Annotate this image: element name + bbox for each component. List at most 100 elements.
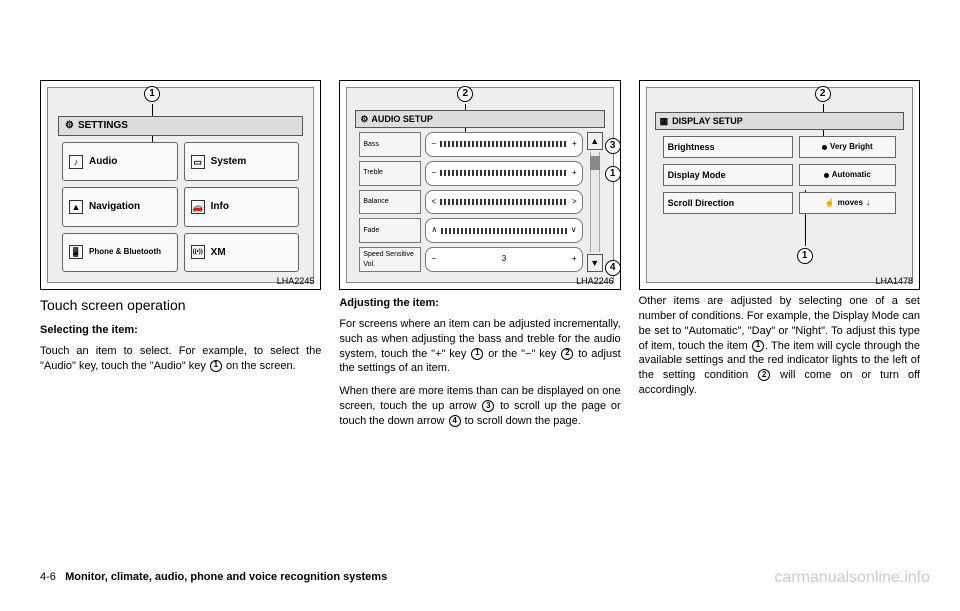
audio-rows: Bass−+ Treble−+ Balance<> Fade∧∨ Speed S… xyxy=(359,132,582,272)
sub-selecting: Selecting the item: xyxy=(40,323,321,338)
figure-settings-screen: 1 ⚙ SETTINGS ♪ Audio ▭ System ▲ Navigation … xyxy=(47,87,314,283)
figure-display: 2 1 ▦ DISPLAY SETUP Brightness Very Brig… xyxy=(639,80,920,290)
bar xyxy=(441,228,567,234)
xm-button[interactable]: ((•)) XM xyxy=(184,233,300,272)
phone-button[interactable]: 📱Phone & Bluetooth xyxy=(62,233,178,272)
settings-title: SETTINGS xyxy=(78,119,128,133)
column-1: 1 ⚙ SETTINGS ♪ Audio ▭ System ▲ Navigation … xyxy=(40,80,321,437)
balance-label: Balance xyxy=(359,190,421,215)
bass-slider[interactable]: −+ xyxy=(425,132,582,157)
para-selecting: Touch an item to select. For example, to… xyxy=(40,344,321,374)
plus-icon: + xyxy=(572,139,577,150)
figure-code-2: LHA2246 xyxy=(576,275,614,287)
scroll-track[interactable] xyxy=(590,152,600,252)
treble-slider[interactable]: −+ xyxy=(425,161,582,186)
down-arrow-icon: ↓ xyxy=(866,198,870,209)
xm-label: XM xyxy=(211,246,226,260)
note-icon: ♪ xyxy=(69,155,83,169)
display-title-bar: ▦ DISPLAY SETUP xyxy=(655,112,904,130)
mode-value[interactable]: Automatic xyxy=(799,164,896,186)
gear-icon-2: ⚙ xyxy=(360,113,368,125)
figure-audio-screen: 2 3 1 4 ⚙ AUDIO SETUP Bass−+ Treble−+ Ba… xyxy=(346,87,613,283)
settings-grid: ♪ Audio ▭ System ▲ Navigation 🚗Info 📱Phone … xyxy=(62,142,299,272)
ref-1: 1 xyxy=(210,360,222,372)
gear-icon: ⚙ xyxy=(65,119,74,133)
para-display: Other items are adjusted by selecting on… xyxy=(639,294,920,398)
ref-2b: 2 xyxy=(758,369,770,381)
row-bass: Bass−+ xyxy=(359,132,582,157)
info-label: Info xyxy=(211,200,229,214)
audio-label: Audio xyxy=(89,155,117,169)
figure-display-screen: 2 1 ▦ DISPLAY SETUP Brightness Very Brig… xyxy=(646,87,913,283)
hand-icon: ☝ xyxy=(825,198,835,209)
column-3: 2 1 ▦ DISPLAY SETUP Brightness Very Brig… xyxy=(639,80,920,437)
audio-setup-title: AUDIO SETUP xyxy=(371,113,433,125)
scroll-value[interactable]: ☝moves↓ xyxy=(799,192,896,214)
balance-slider[interactable]: <> xyxy=(425,190,582,215)
figure-settings: 1 ⚙ SETTINGS ♪ Audio ▭ System ▲ Navigation … xyxy=(40,80,321,290)
watermark: carmanualsonline.info xyxy=(774,569,930,587)
left-icon: < xyxy=(431,197,436,208)
navigation-button[interactable]: ▲ Navigation xyxy=(62,187,178,226)
callout-2b: 2 xyxy=(815,86,831,102)
minus-icon: − xyxy=(431,139,436,150)
back-icon: ∧ xyxy=(431,225,437,236)
row-fade: Fade∧∨ xyxy=(359,218,582,243)
sub-adjusting: Adjusting the item: xyxy=(339,296,620,311)
bar xyxy=(440,199,568,205)
row-balance: Balance<> xyxy=(359,190,582,215)
display-rows: Brightness Very Bright Display Mode Auto… xyxy=(663,136,896,214)
scroll-column: ▲ ▼ xyxy=(587,132,603,272)
xm-icon: ((•)) xyxy=(191,245,205,259)
scroll-thumb[interactable] xyxy=(590,156,600,170)
page-footer: 4-6 Monitor, climate, audio, phone and v… xyxy=(40,571,387,583)
fade-label: Fade xyxy=(359,218,421,243)
section-title: Monitor, climate, audio, phone and voice… xyxy=(65,571,387,583)
callout-1c: 1 xyxy=(797,248,813,264)
scroll-down-button[interactable]: ▼ xyxy=(587,254,603,272)
callout-1-num: 1 xyxy=(149,87,155,101)
info-button[interactable]: 🚗Info xyxy=(184,187,300,226)
callout-1b: 1 xyxy=(605,166,621,182)
ref-1c: 1 xyxy=(752,340,764,352)
plus-icon: + xyxy=(572,254,577,265)
front-icon: ∨ xyxy=(571,225,577,236)
right-icon: > xyxy=(572,197,577,208)
ref-1b: 1 xyxy=(471,348,483,360)
indicator-dot xyxy=(824,173,829,178)
para-adjusting-1: For screens where an item can be adjuste… xyxy=(339,317,620,376)
p1b: on the screen. xyxy=(223,360,296,372)
callout-4: 4 xyxy=(605,260,621,276)
figure-audio: 2 3 1 4 ⚙ AUDIO SETUP Bass−+ Treble−+ Ba… xyxy=(339,80,620,290)
monitor-icon: ▭ xyxy=(191,155,205,169)
mode-label: Display Mode xyxy=(663,164,793,186)
brightness-value[interactable]: Very Bright xyxy=(799,136,896,158)
audio-button[interactable]: ♪ Audio xyxy=(62,142,178,181)
page-number: 4-6 xyxy=(40,571,56,583)
audio-title-bar: ⚙ AUDIO SETUP xyxy=(355,110,604,128)
bar xyxy=(440,170,568,176)
ref-3: 3 xyxy=(482,400,494,412)
treble-label: Treble xyxy=(359,161,421,186)
system-label: System xyxy=(211,155,247,169)
minus-icon: − xyxy=(431,168,436,179)
callout-3: 3 xyxy=(605,138,621,154)
bass-label: Bass xyxy=(359,132,421,157)
navigation-label: Navigation xyxy=(89,200,140,214)
callout-1: 1 xyxy=(144,86,160,102)
arrow-icon: ▲ xyxy=(69,200,83,214)
fade-slider[interactable]: ∧∨ xyxy=(425,218,582,243)
ssv-slider[interactable]: −3+ xyxy=(425,247,582,272)
para-adjusting-2: When there are more items than can be di… xyxy=(339,384,620,429)
scroll-up-button[interactable]: ▲ xyxy=(587,132,603,150)
callout-2: 2 xyxy=(457,86,473,102)
row-mode: Display Mode Automatic xyxy=(663,164,896,186)
row-treble: Treble−+ xyxy=(359,161,582,186)
scroll-label: Scroll Direction xyxy=(663,192,793,214)
display-icon: ▦ xyxy=(660,115,669,127)
row-ssv: Speed Sensitive Vol.−3+ xyxy=(359,247,582,272)
ref-4: 4 xyxy=(449,415,461,427)
system-button[interactable]: ▭ System xyxy=(184,142,300,181)
brightness-label: Brightness xyxy=(663,136,793,158)
row-scroll: Scroll Direction ☝moves↓ xyxy=(663,192,896,214)
